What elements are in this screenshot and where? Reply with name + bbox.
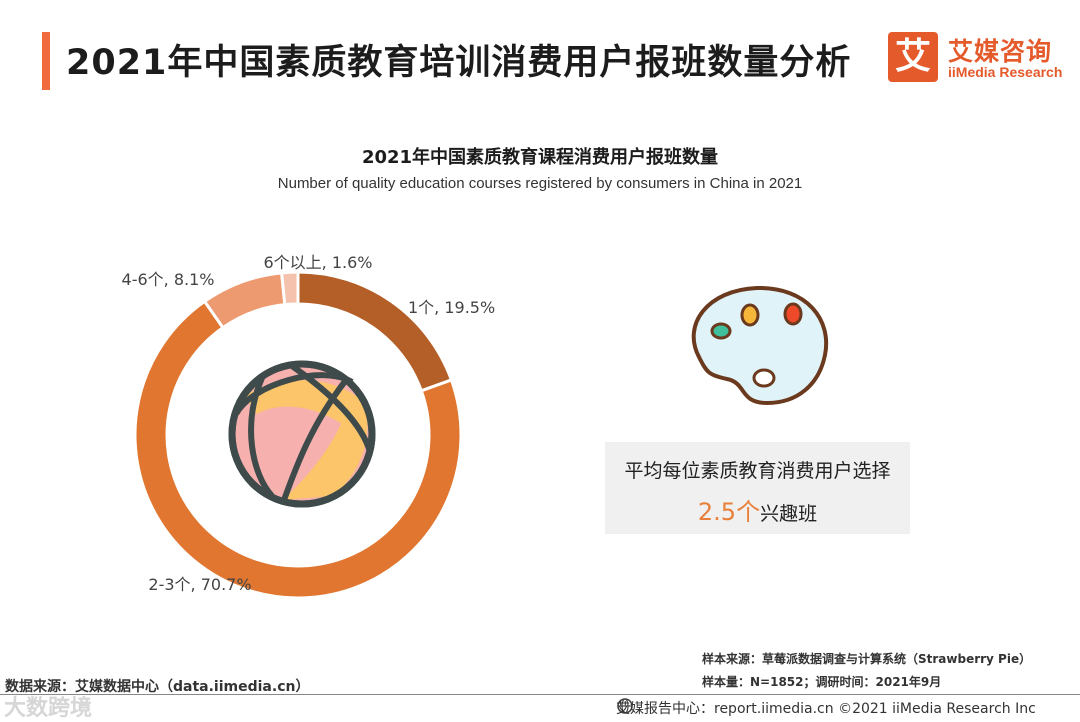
logo-en-text: iiMedia Research	[948, 64, 1063, 80]
footer-divider	[0, 694, 1080, 695]
title-accent-bar	[42, 32, 50, 90]
data-source: 数据来源：艾媒数据中心（data.iimedia.cn）	[5, 679, 310, 695]
logo-cn-text: 艾媒咨询	[948, 37, 1053, 66]
slice-label-1: 2-3个, 70.7%	[148, 575, 251, 594]
average-suffix: 兴趣班	[760, 503, 818, 525]
average-number: 2.5个	[697, 498, 761, 526]
chart-title: 2021年中国素质教育课程消费用户报班数量	[361, 147, 719, 168]
logo-mark: 艾	[888, 32, 938, 82]
average-value-line: 2.5个兴趣班	[605, 492, 910, 527]
footer-report-center: 艾媒报告中心：report.iimedia.cn ©2021 iiMedia R…	[616, 701, 1036, 717]
donut-slice-3	[279, 270, 300, 307]
donut-slice-1	[133, 299, 463, 600]
slice-label-0: 1个, 19.5%	[408, 298, 495, 317]
slice-label-3: 6个以上, 1.6%	[263, 253, 372, 272]
chart-subtitle: Number of quality education courses regi…	[277, 175, 803, 192]
sample-source-note: 样本来源：草莓派数据调查与计算系统（Strawberry Pie）	[702, 652, 1032, 666]
average-label: 平均每位素质教育消费用户选择	[624, 460, 891, 482]
sample-size-note: 样本量：N=1852；调研时间：2021年9月	[702, 675, 942, 689]
palette-icon	[691, 285, 829, 406]
slice-label-2: 4-6个, 8.1%	[122, 270, 215, 289]
iimedia-logo: 艾 艾媒咨询 iiMedia Research	[888, 32, 1068, 84]
page-title: 2021年中国素质教育培训消费用户报班数量分析	[66, 43, 852, 83]
ball-icon	[228, 360, 376, 508]
watermark: 大数跨境	[4, 696, 93, 721]
globe-icon	[617, 698, 633, 714]
donut-slice-labels: 1个, 19.5% 2-3个, 70.7% 4-6个, 8.1% 6个以上, 1.6%	[122, 253, 496, 594]
average-courses-box: 平均每位素质教育消费用户选择 2.5个兴趣班	[605, 442, 910, 534]
